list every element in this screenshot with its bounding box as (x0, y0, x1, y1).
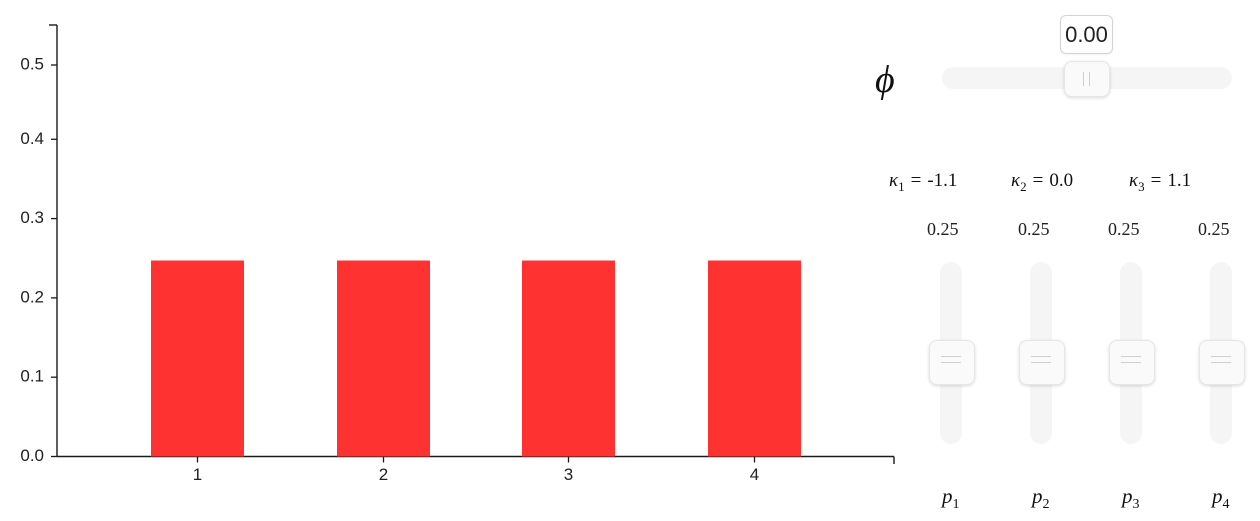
svg-text:0.3: 0.3 (20, 208, 44, 227)
svg-text:1: 1 (193, 465, 202, 484)
svg-text:3: 3 (564, 465, 573, 484)
svg-text:0.1: 0.1 (20, 367, 44, 386)
svg-text:4: 4 (750, 465, 759, 484)
svg-text:2: 2 (379, 465, 388, 484)
svg-text:0.0: 0.0 (20, 446, 44, 465)
svg-text:0.5: 0.5 (20, 55, 44, 74)
svg-text:0.2: 0.2 (20, 287, 44, 306)
svg-text:0.4: 0.4 (20, 129, 44, 148)
